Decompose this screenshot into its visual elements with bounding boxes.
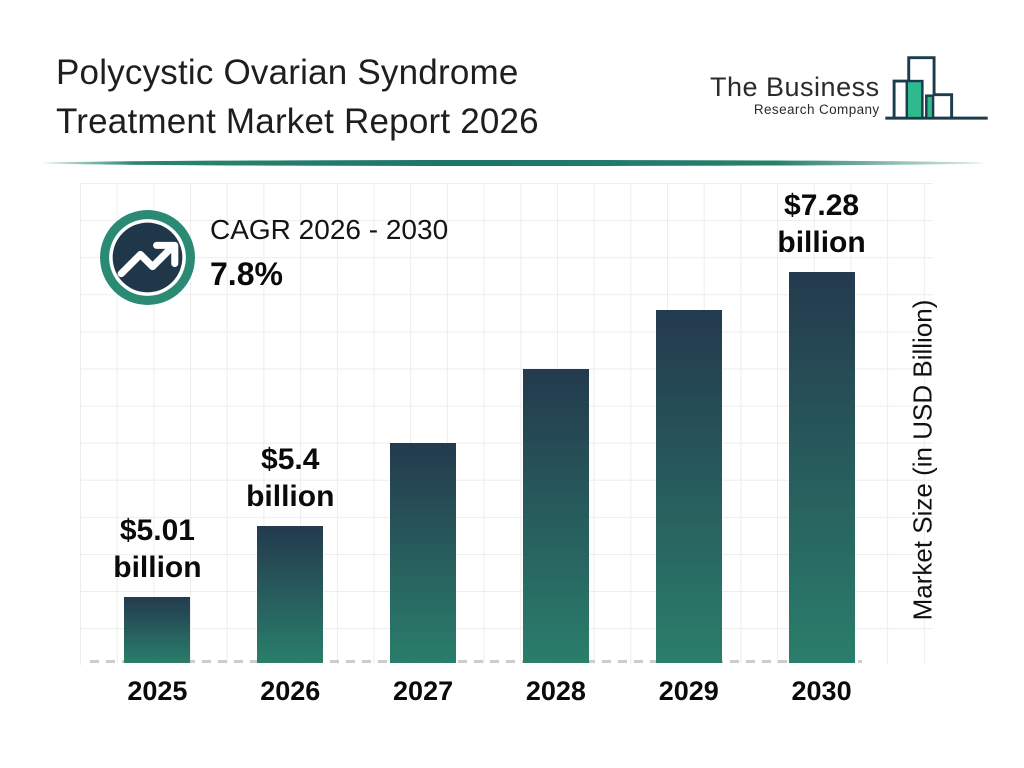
x-axis-label-2025: 2025 (127, 676, 188, 706)
baseline-dashed-line (90, 660, 862, 663)
title-line-2: Treatment Market Report 2026 (56, 102, 539, 141)
x-axis-label-2030: 2030 (791, 676, 852, 706)
page-title: Polycystic Ovarian Syndrome Treatment Ma… (56, 48, 539, 146)
x-axis-label-2027: 2027 (393, 676, 454, 706)
bar-value-label-2026: $5.4 billion (246, 443, 335, 513)
x-axis-label-2028: 2028 (525, 676, 586, 706)
logo-text: The Business Research Company (710, 72, 880, 127)
bar-column-2025: $5.01 billion (91, 185, 224, 663)
trending-up-icon (97, 210, 198, 312)
cagr-label: CAGR 2026 - 2030 (210, 214, 449, 245)
x-axis-row: 2025 2026 2027 2028 2029 2030 (91, 676, 888, 707)
bar-chart: $5.01 billion $5.4 billion $7.28 billion (91, 185, 888, 663)
logo-company-name: The Business (710, 72, 880, 102)
x-axis-label-2029: 2029 (658, 676, 719, 706)
bar-2030 (788, 272, 855, 663)
bar-value-label-2030: $7.28 billion (777, 189, 866, 259)
bar-2028 (522, 369, 589, 663)
logo-bars-icon (883, 44, 991, 127)
bar-2025 (124, 597, 191, 663)
bar-column-2029 (622, 185, 755, 663)
y-axis-label: Market Size (in USD Billion) (907, 299, 938, 621)
bar-column-2028 (489, 185, 622, 663)
logo-company-subname: Research Company (753, 102, 880, 117)
bar-2026 (257, 526, 324, 663)
bar-2029 (655, 310, 722, 663)
bar-column-2026: $5.4 billion (224, 185, 357, 663)
cagr-badge (97, 207, 198, 308)
company-logo: The Business Research Company (710, 44, 991, 127)
title-divider (42, 160, 985, 166)
bar-column-2030: $7.28 billion (755, 185, 888, 663)
cagr-value: 7.8% (210, 256, 283, 292)
bar-value-label-2025: $5.01 billion (113, 514, 202, 584)
cagr-text-block: CAGR 2026 - 2030 7.8% (210, 214, 448, 293)
bar-2027 (390, 443, 457, 663)
title-line-1: Polycystic Ovarian Syndrome (56, 53, 519, 92)
x-axis-label-2026: 2026 (260, 676, 321, 706)
bar-column-2027 (357, 185, 490, 663)
